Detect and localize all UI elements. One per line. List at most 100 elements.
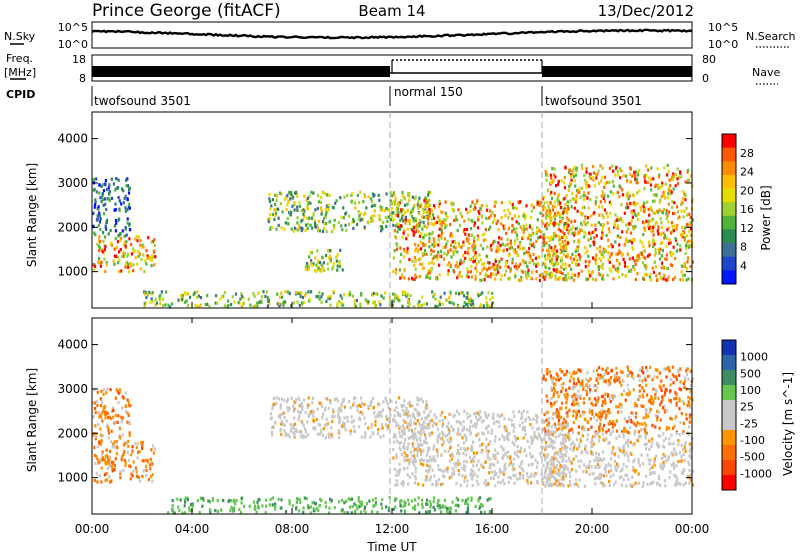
echo-cell bbox=[466, 428, 469, 432]
echo-cell bbox=[320, 269, 323, 273]
echo-cell bbox=[102, 388, 105, 392]
echo-cell bbox=[660, 388, 663, 392]
echo-cell bbox=[349, 293, 352, 297]
echo-cell bbox=[493, 453, 496, 457]
echo-cell bbox=[602, 192, 605, 196]
echo-cell bbox=[640, 404, 643, 408]
echo-cell bbox=[368, 499, 371, 503]
echo-cell bbox=[379, 410, 382, 414]
echo-cell bbox=[414, 474, 417, 479]
echo-cell bbox=[580, 381, 584, 385]
echo-cell bbox=[311, 396, 314, 400]
echo-cell bbox=[113, 467, 116, 472]
echo-cell bbox=[411, 209, 414, 213]
echo-cell bbox=[646, 374, 649, 378]
echo-cell bbox=[523, 246, 526, 250]
echo-cell bbox=[466, 239, 469, 243]
echo-cell bbox=[597, 181, 600, 185]
echo-cell bbox=[491, 211, 494, 215]
echo-cell bbox=[350, 420, 353, 424]
echo-cell bbox=[551, 483, 554, 487]
echo-cell bbox=[520, 416, 523, 420]
echo-cell bbox=[167, 303, 170, 307]
echo-cell bbox=[113, 224, 117, 228]
echo-cell bbox=[373, 300, 376, 304]
echo-cell bbox=[611, 425, 615, 429]
echo-cell bbox=[93, 401, 97, 405]
echo-cell bbox=[519, 200, 522, 204]
echo-cell bbox=[119, 388, 122, 392]
echo-cell bbox=[393, 433, 396, 437]
echo-cell bbox=[415, 247, 418, 251]
echo-cell bbox=[572, 457, 575, 461]
echo-cell bbox=[395, 406, 398, 410]
echo-cell bbox=[132, 263, 135, 267]
echo-cell bbox=[584, 178, 587, 182]
echo-cell bbox=[385, 505, 388, 509]
echo-cell bbox=[547, 257, 550, 261]
echo-cell bbox=[477, 482, 480, 486]
echo-cell bbox=[543, 413, 546, 417]
echo-cell bbox=[444, 211, 447, 215]
echo-cell bbox=[154, 303, 157, 307]
echo-cell bbox=[650, 188, 653, 192]
echo-cell bbox=[401, 235, 404, 239]
echo-cell bbox=[369, 435, 372, 439]
echo-cell bbox=[432, 444, 436, 448]
echo-cell bbox=[435, 479, 438, 483]
echo-cell bbox=[464, 250, 467, 255]
echo-cell bbox=[227, 304, 230, 308]
echo-cell bbox=[118, 269, 121, 274]
echo-cell bbox=[519, 450, 522, 454]
echo-cell bbox=[596, 385, 599, 389]
echo-cell bbox=[620, 203, 623, 207]
echo-cell bbox=[475, 201, 478, 205]
echo-cell bbox=[564, 396, 567, 400]
echo-cell bbox=[602, 222, 605, 227]
echo-cell bbox=[678, 373, 681, 377]
echo-cell bbox=[493, 239, 496, 244]
echo-cell bbox=[568, 408, 571, 412]
echo-cell bbox=[554, 277, 557, 281]
echo-cell bbox=[512, 206, 515, 210]
echo-cell bbox=[607, 238, 610, 242]
echo-cell bbox=[633, 170, 636, 174]
echo-cell bbox=[191, 504, 194, 508]
echo-cell bbox=[591, 403, 594, 407]
echo-cell bbox=[102, 231, 105, 235]
echo-cell bbox=[662, 207, 666, 212]
echo-cell bbox=[361, 218, 365, 222]
echo-cell bbox=[608, 420, 611, 424]
echo-cell bbox=[277, 397, 280, 401]
echo-cell bbox=[500, 274, 503, 278]
echo-cell bbox=[577, 263, 580, 267]
echo-cell bbox=[586, 216, 590, 220]
echo-cell bbox=[108, 415, 111, 419]
echo-cell bbox=[545, 432, 548, 436]
echo-cell bbox=[421, 502, 424, 506]
echo-cell bbox=[628, 419, 631, 423]
echo-cell bbox=[549, 201, 552, 205]
echo-cell bbox=[647, 219, 650, 223]
echo-cell bbox=[590, 271, 593, 275]
echo-cell bbox=[306, 206, 309, 211]
echo-cell bbox=[684, 198, 687, 202]
echo-cell bbox=[443, 475, 446, 479]
echo-cell bbox=[522, 436, 525, 440]
echo-cell bbox=[432, 500, 435, 504]
echo-cell bbox=[418, 303, 421, 307]
echo-cell bbox=[102, 212, 106, 216]
echo-cell bbox=[256, 305, 259, 309]
echo-cell bbox=[418, 274, 421, 278]
echo-cell bbox=[495, 420, 498, 424]
echo-cell bbox=[387, 506, 391, 510]
echo-cell bbox=[433, 508, 436, 512]
echo-cell bbox=[669, 178, 672, 182]
echo-cell bbox=[550, 444, 553, 448]
echo-cell bbox=[590, 425, 593, 429]
echo-cell bbox=[125, 184, 128, 188]
echo-cell bbox=[432, 447, 435, 451]
echo-cell bbox=[393, 440, 396, 444]
echo-cell bbox=[650, 166, 653, 170]
echo-cell bbox=[497, 228, 500, 232]
